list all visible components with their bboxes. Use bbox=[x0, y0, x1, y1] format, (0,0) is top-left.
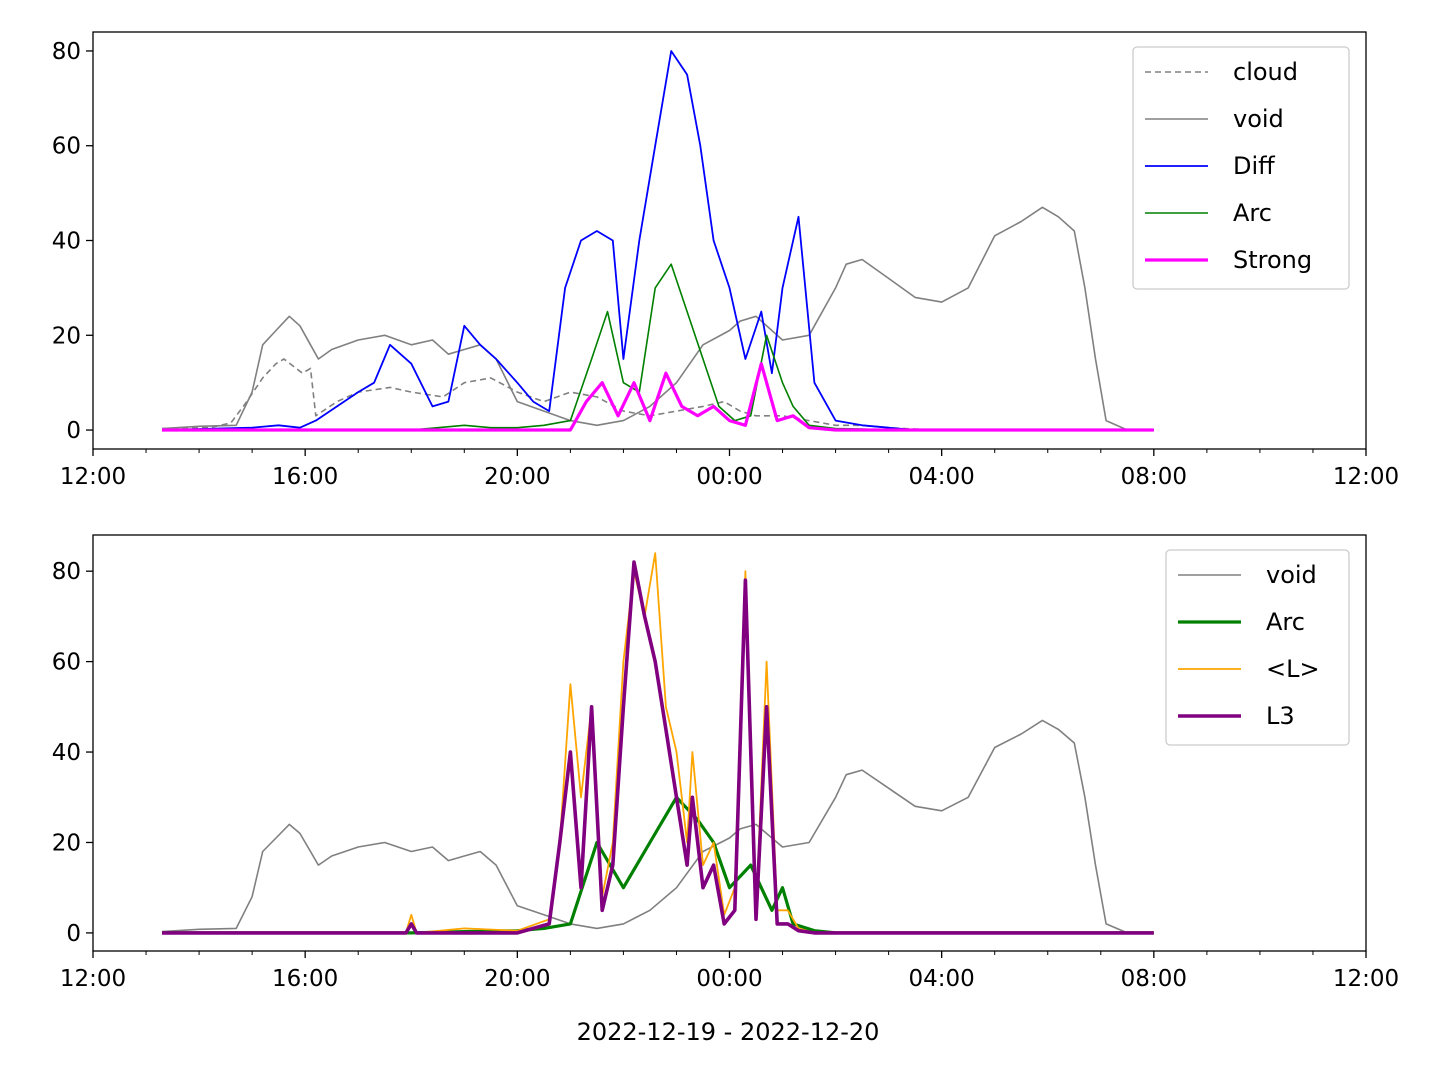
x-tick-label: 00:00 bbox=[696, 966, 762, 992]
bottom-panel: 0 20 40 60 80 12:00 16:00 20:00 00:00 04:00 08:00 1… bbox=[52, 534, 1399, 992]
series-group bbox=[161, 50, 1154, 432]
series-group bbox=[161, 552, 1154, 935]
y-tick-label: 0 bbox=[66, 418, 81, 444]
series-line-void bbox=[161, 206, 1154, 431]
legend-label: Arc bbox=[1233, 199, 1272, 227]
legend-box bbox=[1132, 46, 1350, 290]
x-tick-label: 20:00 bbox=[484, 464, 550, 490]
legend-label: cloud bbox=[1233, 58, 1298, 86]
x-axis-label: 2022-12-19 - 2022-12-20 bbox=[577, 1018, 880, 1046]
legend-label: Strong bbox=[1233, 246, 1312, 274]
y-tick-label: 40 bbox=[52, 229, 81, 255]
y-tick-label: 0 bbox=[66, 921, 81, 947]
legend-box bbox=[1165, 549, 1350, 746]
x-tick-label: 16:00 bbox=[272, 966, 338, 992]
series-line-void bbox=[161, 719, 1154, 934]
series-line-l3 bbox=[162, 560, 1154, 935]
series-line-l bbox=[162, 552, 1154, 934]
series-line-strong bbox=[162, 362, 1154, 432]
x-tick-label: 16:00 bbox=[272, 464, 338, 490]
x-tick-label: 04:00 bbox=[909, 966, 975, 992]
legend-label: L3 bbox=[1266, 702, 1295, 730]
y-tick-label: 60 bbox=[52, 134, 81, 160]
y-tick-label: 60 bbox=[52, 650, 81, 676]
series-line-diff bbox=[161, 50, 1154, 431]
y-tick-label: 40 bbox=[52, 740, 81, 766]
legend-label: Diff bbox=[1233, 152, 1275, 180]
x-tick-label: 12:00 bbox=[1333, 966, 1399, 992]
x-tick-label: 00:00 bbox=[696, 464, 762, 490]
legend-label: <L> bbox=[1266, 655, 1320, 683]
top-panel: 0 20 40 60 80 12:00 16:00 20:00 00:00 04:00 08:00 1… bbox=[52, 31, 1399, 490]
x-tick-label: 08:00 bbox=[1121, 966, 1187, 992]
legend-label: void bbox=[1266, 561, 1317, 589]
y-tick-label: 20 bbox=[52, 323, 81, 349]
x-tick-label: 12:00 bbox=[60, 464, 126, 490]
legend: cloud void Diff Arc Strong bbox=[1132, 46, 1350, 290]
x-tick-label: 12:00 bbox=[60, 966, 126, 992]
legend-label: void bbox=[1233, 105, 1284, 133]
y-tick-label: 20 bbox=[52, 830, 81, 856]
x-tick-label: 12:00 bbox=[1333, 464, 1399, 490]
y-tick-label: 80 bbox=[52, 39, 81, 65]
x-tick-label: 04:00 bbox=[909, 464, 975, 490]
legend: void Arc <L> L3 bbox=[1165, 549, 1350, 746]
x-tick-label: 08:00 bbox=[1121, 464, 1187, 490]
x-tick-label: 20:00 bbox=[484, 966, 550, 992]
legend-label: Arc bbox=[1266, 608, 1305, 636]
y-tick-label: 80 bbox=[52, 559, 81, 585]
